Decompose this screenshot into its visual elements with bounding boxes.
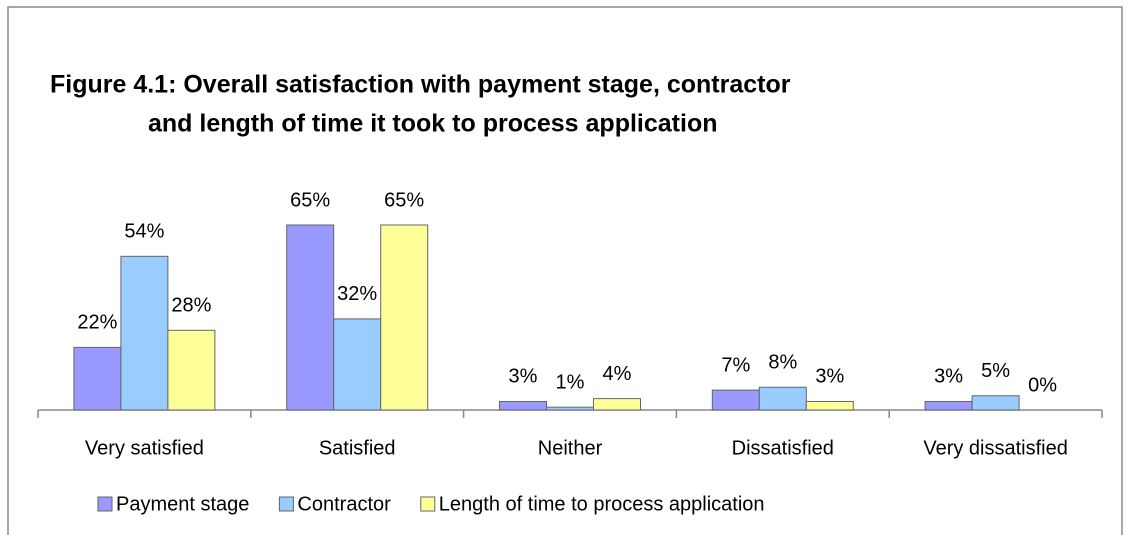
frame [7, 6, 1123, 535]
data-label: 1% [556, 371, 585, 393]
bar [73, 346, 122, 411]
x-tick-label: Very dissatisfied [923, 437, 1068, 459]
data-label: 0% [1028, 374, 1057, 396]
bar [380, 224, 429, 411]
bar [546, 406, 594, 411]
data-label: 7% [721, 354, 750, 376]
x-tick-label: Very satisfied [85, 437, 204, 459]
bar [167, 329, 216, 411]
data-label: 65% [290, 189, 330, 211]
data-label: 3% [934, 366, 963, 388]
data-label: 8% [768, 352, 797, 374]
chart-title: Figure 4.1: Overall satisfaction with pa… [50, 71, 791, 99]
bar [805, 400, 854, 411]
chart-title: and length of time it took to process ap… [148, 110, 717, 138]
x-tick-label: Satisfied [319, 437, 396, 459]
bar [711, 389, 760, 411]
data-label: 5% [981, 360, 1010, 382]
legend-label: Length of time to process application [439, 493, 765, 515]
data-label: 28% [171, 295, 211, 317]
bar [924, 400, 973, 411]
bar [758, 386, 807, 411]
bar [593, 398, 641, 411]
data-label: 54% [124, 221, 164, 243]
legend-swatch [97, 496, 113, 512]
legend-label: Payment stage [116, 493, 249, 515]
data-label: 3% [509, 366, 538, 388]
x-tick-label: Neither [538, 437, 603, 459]
data-label: 3% [815, 366, 844, 388]
bar [120, 255, 169, 411]
legend-swatch [420, 496, 436, 512]
bar [971, 395, 1020, 411]
data-label: 65% [384, 189, 424, 211]
bar [499, 400, 547, 411]
bar [286, 224, 335, 411]
legend-swatch [278, 496, 294, 512]
legend-label: Contractor [297, 493, 391, 515]
data-label: 4% [603, 363, 632, 385]
data-label: 32% [337, 283, 377, 305]
bar [333, 318, 382, 411]
x-tick-label: Dissatisfied [732, 437, 834, 459]
data-label: 22% [77, 312, 117, 334]
